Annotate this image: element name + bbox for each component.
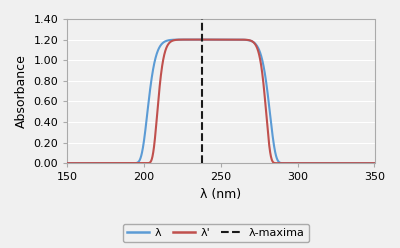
X-axis label: λ (nm): λ (nm) (200, 188, 242, 201)
Y-axis label: Absorbance: Absorbance (15, 54, 28, 128)
Legend: λ, λ', λ-maxima: λ, λ', λ-maxima (123, 223, 309, 243)
